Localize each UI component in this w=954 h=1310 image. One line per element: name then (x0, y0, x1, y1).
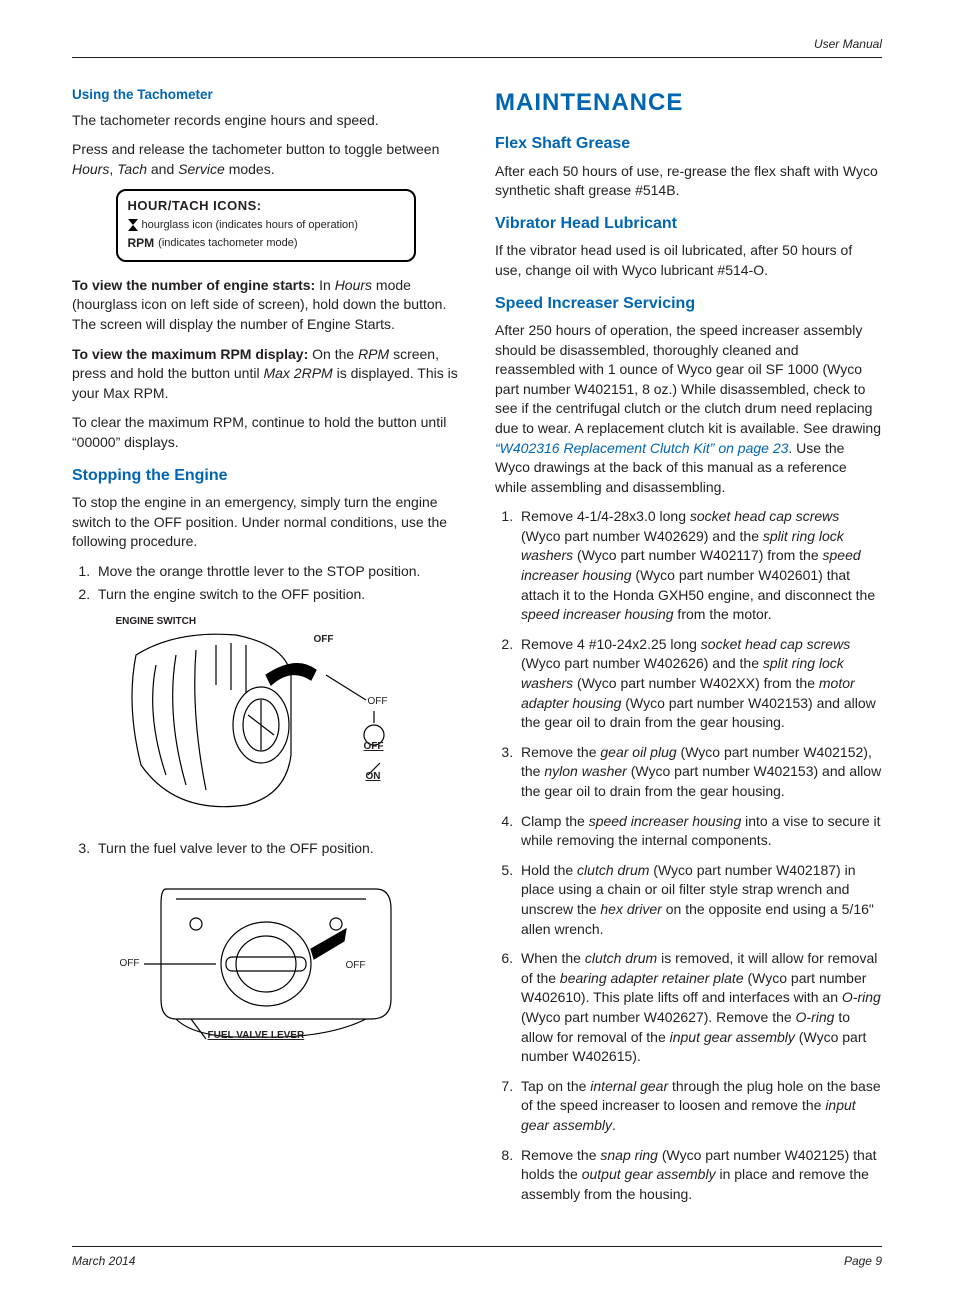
h-vibrator-head: Vibrator Head Lubricant (495, 213, 882, 235)
h-maintenance: MAINTENANCE (495, 86, 882, 120)
maint-step-6: When the clutch drum is removed, it will… (517, 949, 882, 1067)
engine-switch-illustration (116, 615, 416, 825)
fig2-lever-label: FUEL VALVE LEVER (208, 1031, 305, 1041)
two-column-layout: Using the Tachometer The tachometer reco… (72, 86, 882, 1214)
maint-step-8: Remove the snap ring (Wyco part number W… (517, 1146, 882, 1205)
maint-step-5: Hold the clutch drum (Wyco part number W… (517, 861, 882, 939)
top-rule (72, 57, 882, 58)
fig1-on-switch: ON (366, 770, 381, 784)
h-stopping-engine: Stopping the Engine (72, 465, 459, 487)
footer-page: Page 9 (844, 1253, 882, 1270)
stop-steps-3: Turn the fuel valve lever to the OFF pos… (72, 839, 459, 859)
figure-engine-switch: ENGINE SWITCH OFF OFF OFF (116, 615, 416, 825)
tach-box-title: HOUR/TACH ICONS: (128, 197, 404, 215)
left-column: Using the Tachometer The tachometer reco… (72, 86, 459, 1214)
p-vibrator-head: If the vibrator head used is oil lubrica… (495, 241, 882, 280)
maint-step-1: Remove 4-1/4-28x3.0 long socket head cap… (517, 507, 882, 625)
rpm-label: RPM (128, 235, 155, 252)
fig1-off-switch: OFF (364, 740, 384, 754)
p-speed-intro: After 250 hours of operation, the speed … (495, 321, 882, 497)
header-right: User Manual (72, 36, 882, 57)
footer-date: March 2014 (72, 1253, 135, 1270)
hour-tach-icons-box: HOUR/TACH ICONS: hourglass icon (indicat… (116, 189, 416, 261)
p-clear-rpm: To clear the maximum RPM, continue to ho… (72, 413, 459, 452)
bottom-rule (72, 1246, 882, 1247)
stop-step-3: Turn the fuel valve lever to the OFF pos… (94, 839, 459, 859)
stop-step-1: Move the orange throttle lever to the ST… (94, 562, 459, 582)
figure-fuel-valve: OFF OFF FUEL VALVE LEVER (116, 869, 416, 1049)
p-stop-intro: To stop the engine in an emergency, simp… (72, 493, 459, 552)
tach-row-hourglass: hourglass icon (indicates hours of opera… (128, 218, 404, 233)
tach-row-rpm: RPM (indicates tachometer mode) (128, 235, 404, 252)
stop-steps-1-2: Move the orange throttle lever to the ST… (72, 562, 459, 605)
maint-step-4: Clamp the speed increaser housing into a… (517, 812, 882, 851)
stop-step-2: Turn the engine switch to the OFF positi… (94, 585, 459, 605)
fig1-off-top: OFF (314, 633, 334, 647)
p-flex-shaft: After each 50 hours of use, re-grease th… (495, 162, 882, 201)
maint-step-2: Remove 4 #10-24x2.25 long socket head ca… (517, 635, 882, 733)
maint-step-3: Remove the gear oil plug (Wyco part numb… (517, 743, 882, 802)
fig1-off-right: OFF (368, 695, 388, 709)
p-max-rpm: To view the maximum RPM display: On the … (72, 345, 459, 404)
p-tach-1: The tachometer records engine hours and … (72, 111, 459, 131)
fig2-off-right: OFF (346, 959, 366, 973)
fig2-off-left: OFF (120, 957, 140, 971)
right-column: MAINTENANCE Flex Shaft Grease After each… (495, 86, 882, 1214)
p-tach-2: Press and release the tachometer button … (72, 140, 459, 179)
link-clutch-kit[interactable]: “W402316 Replacement Clutch Kit” on page… (495, 440, 788, 456)
page-footer: March 2014 Page 9 (72, 1253, 882, 1270)
h-using-tachometer: Using the Tachometer (72, 86, 459, 105)
maintenance-steps: Remove 4-1/4-28x3.0 long socket head cap… (495, 507, 882, 1204)
maint-step-7: Tap on the internal gear through the plu… (517, 1077, 882, 1136)
h-speed-increaser: Speed Increaser Servicing (495, 293, 882, 315)
fuel-valve-illustration (116, 869, 416, 1049)
hourglass-icon (128, 219, 138, 231)
fig1-title: ENGINE SWITCH (116, 615, 197, 629)
p-engine-starts: To view the number of engine starts: In … (72, 276, 459, 335)
h-flex-shaft: Flex Shaft Grease (495, 133, 882, 155)
